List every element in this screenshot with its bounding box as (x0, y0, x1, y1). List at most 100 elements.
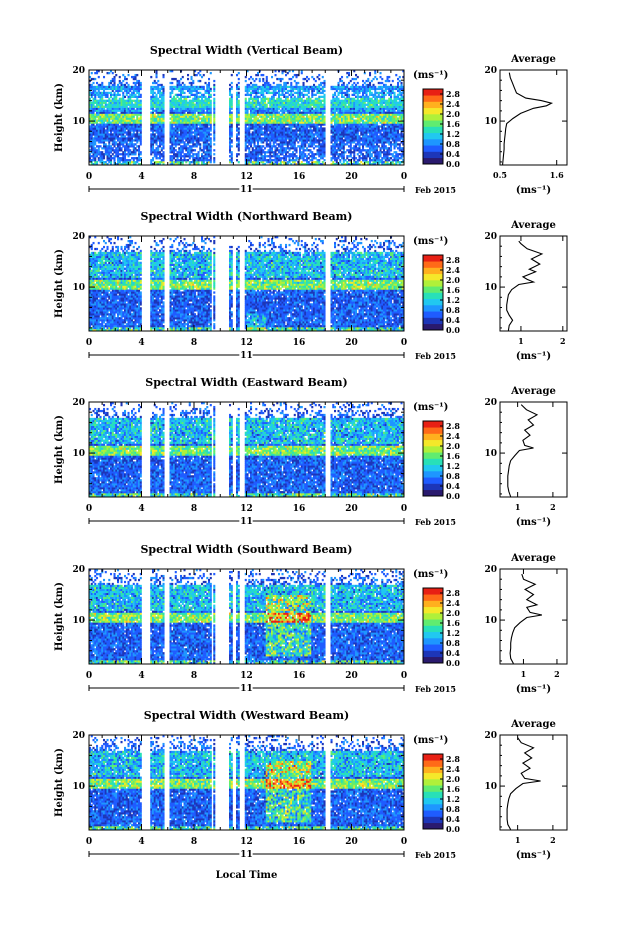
heatmap-cell (129, 123, 131, 125)
heatmap-cell (108, 110, 110, 112)
heatmap-cell (91, 112, 93, 114)
heatmap-cell (98, 157, 100, 159)
heatmap-cell (133, 125, 135, 127)
heatmap-cell (133, 76, 135, 78)
heatmap-cell (101, 98, 103, 100)
heatmap-cell (121, 121, 123, 123)
heatmap-cell (98, 108, 100, 110)
heatmap-cell (150, 129, 152, 131)
heatmap-cell (122, 153, 124, 155)
heatmap-cell (96, 149, 98, 151)
heatmap-cell (121, 110, 123, 112)
heatmap-cell (110, 159, 112, 161)
heatmap-cell (131, 114, 133, 116)
heatmap-cell (121, 116, 123, 118)
heatmap-cell (122, 119, 124, 121)
heatmap-cell (107, 157, 109, 159)
heatmap-cell (101, 127, 103, 129)
heatmap-cell (101, 106, 103, 108)
heatmap-cell (117, 92, 119, 94)
heatmap-cell (124, 118, 126, 120)
heatmap-cell (107, 88, 109, 90)
heatmap-cell (150, 137, 152, 139)
heatmap-cell (154, 96, 156, 98)
heatmap-cell (96, 100, 98, 102)
heatmap-cell (152, 114, 154, 116)
heatmap-cell (110, 86, 112, 88)
heatmap-cell (152, 123, 154, 125)
heatmap-cell (150, 119, 152, 121)
heatmap-cell (101, 118, 103, 120)
heatmap-cell (107, 94, 109, 96)
heatmap-cell (126, 110, 128, 112)
heatmap-cell (152, 104, 154, 106)
heatmap-cell (114, 151, 116, 153)
heatmap-cell (138, 119, 140, 121)
heatmap-cell (122, 118, 124, 120)
heatmap-cell (131, 116, 133, 118)
heatmap-cell (133, 106, 135, 108)
heatmap-cell (128, 92, 130, 94)
heatmap-cell (103, 137, 105, 139)
heatmap-cell (133, 110, 135, 112)
heatmap-cell (128, 139, 130, 141)
heatmap-cell (156, 131, 158, 133)
heatmap-cell (154, 127, 156, 129)
heatmap-cell (101, 116, 103, 118)
heatmap-cell (107, 96, 109, 98)
heatmap-cell (124, 125, 126, 127)
heatmap-cell (131, 102, 133, 104)
heatmap-cell (112, 116, 114, 118)
heatmap-cell (114, 116, 116, 118)
heatmap-cell (140, 102, 142, 104)
heatmap-cell (133, 116, 135, 118)
heatmap-cell (103, 133, 105, 135)
heatmap-cell (154, 92, 156, 94)
heatmap-cell (150, 118, 152, 120)
heatmap-cell (101, 129, 103, 131)
heatmap-cell (135, 90, 137, 92)
heatmap-cell (154, 135, 156, 137)
heatmap-cell (96, 102, 98, 104)
heatmap-cell (100, 108, 102, 110)
heatmap-cell (119, 98, 121, 100)
heatmap-cell (100, 98, 102, 100)
heatmap-cell (140, 119, 142, 121)
heatmap-cell (152, 82, 154, 84)
heatmap-cell (112, 133, 114, 135)
heatmap-cell (128, 74, 130, 76)
heatmap-cell (114, 92, 116, 94)
heatmap-cell (114, 129, 116, 131)
heatmap-cell (117, 121, 119, 123)
heatmap-cell (98, 96, 100, 98)
heatmap-cell (154, 119, 156, 121)
heatmap-cell (119, 137, 121, 139)
heatmap-cell (135, 76, 137, 78)
heatmap-cell (103, 123, 105, 125)
heatmap-cell (138, 82, 140, 84)
heatmap-cell (96, 86, 98, 88)
heatmap-cell (108, 112, 110, 114)
heatmap-cell (138, 123, 140, 125)
heatmap-cell (140, 129, 142, 131)
heatmap-cell (105, 100, 107, 102)
heatmap-cell (108, 118, 110, 120)
heatmap-cell (101, 135, 103, 137)
heatmap-cell (115, 106, 117, 108)
heatmap-cell (107, 127, 109, 129)
heatmap-cell (138, 147, 140, 149)
heatmap-cell (152, 88, 154, 90)
heatmap-cell (108, 86, 110, 88)
heatmap-cell (126, 153, 128, 155)
heatmap-cell (133, 104, 135, 106)
heatmap-cell (126, 118, 128, 120)
heatmap-cell (119, 102, 121, 104)
heatmap-cell (138, 135, 140, 137)
heatmap-cell (124, 90, 126, 92)
heatmap-cell (136, 149, 138, 151)
heatmap-cell (135, 106, 137, 108)
heatmap-cell (117, 100, 119, 102)
heatmap-cell (129, 114, 131, 116)
heatmap-cell (115, 74, 117, 76)
heatmap-cell (107, 100, 109, 102)
